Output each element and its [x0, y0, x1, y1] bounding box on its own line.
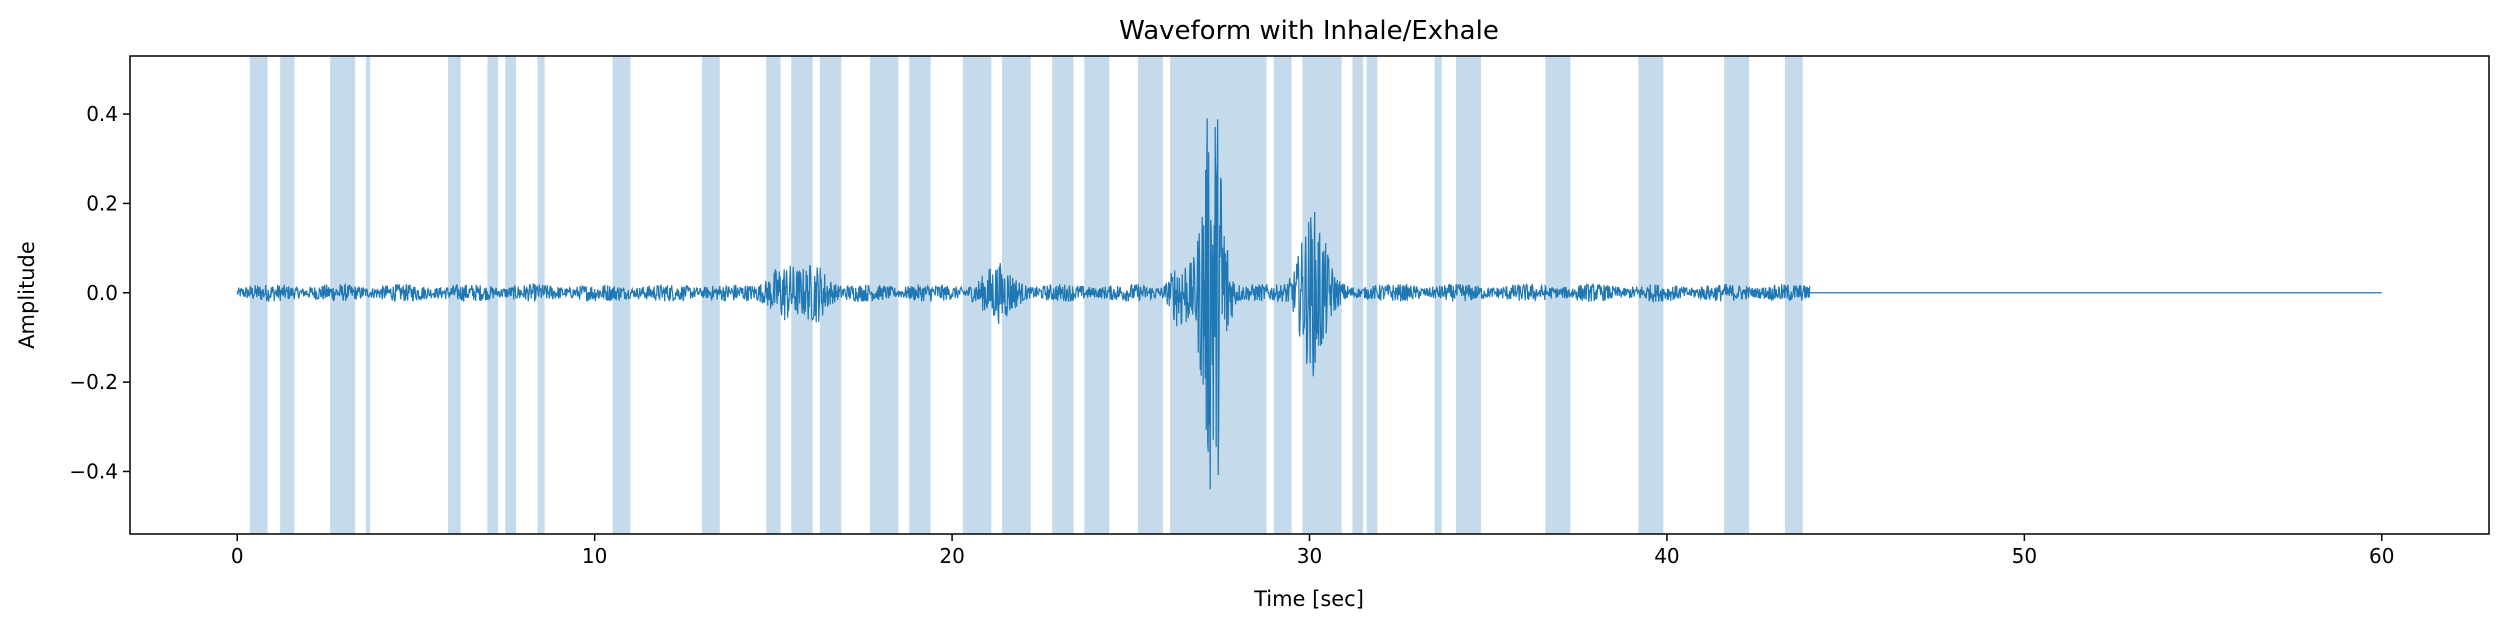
- x-tick-label: 10: [582, 544, 607, 568]
- y-tick-label: 0.2: [86, 191, 118, 215]
- y-tick-label: 0.0: [86, 281, 118, 305]
- x-tick-label: 20: [939, 544, 964, 568]
- y-tick-label: −0.2: [69, 370, 118, 394]
- waveform-series: [236, 118, 2382, 490]
- waveform-line: [236, 118, 1811, 490]
- x-tick-label: 30: [1297, 544, 1322, 568]
- breath-span-30: [1784, 56, 1803, 534]
- breath-span-1: [280, 56, 295, 534]
- x-axis: 0 10 20 30 40 50 60: [231, 534, 2394, 568]
- breath-span-14: [909, 56, 931, 534]
- y-axis: −0.4 −0.2 0.0 0.2 0.4: [69, 102, 130, 483]
- y-tick-label: −0.4: [69, 459, 118, 483]
- x-axis-label: Time [sec]: [1253, 587, 1364, 611]
- y-tick-label: 0.4: [86, 102, 118, 126]
- x-tick-label: 50: [2012, 544, 2037, 568]
- chart-title: Waveform with Inhale/Exhale: [1119, 16, 1499, 46]
- x-tick-label: 40: [1654, 544, 1679, 568]
- x-tick-label: 0: [231, 544, 244, 568]
- x-tick-label: 60: [2369, 544, 2394, 568]
- y-axis-label: Amplitude: [15, 241, 39, 349]
